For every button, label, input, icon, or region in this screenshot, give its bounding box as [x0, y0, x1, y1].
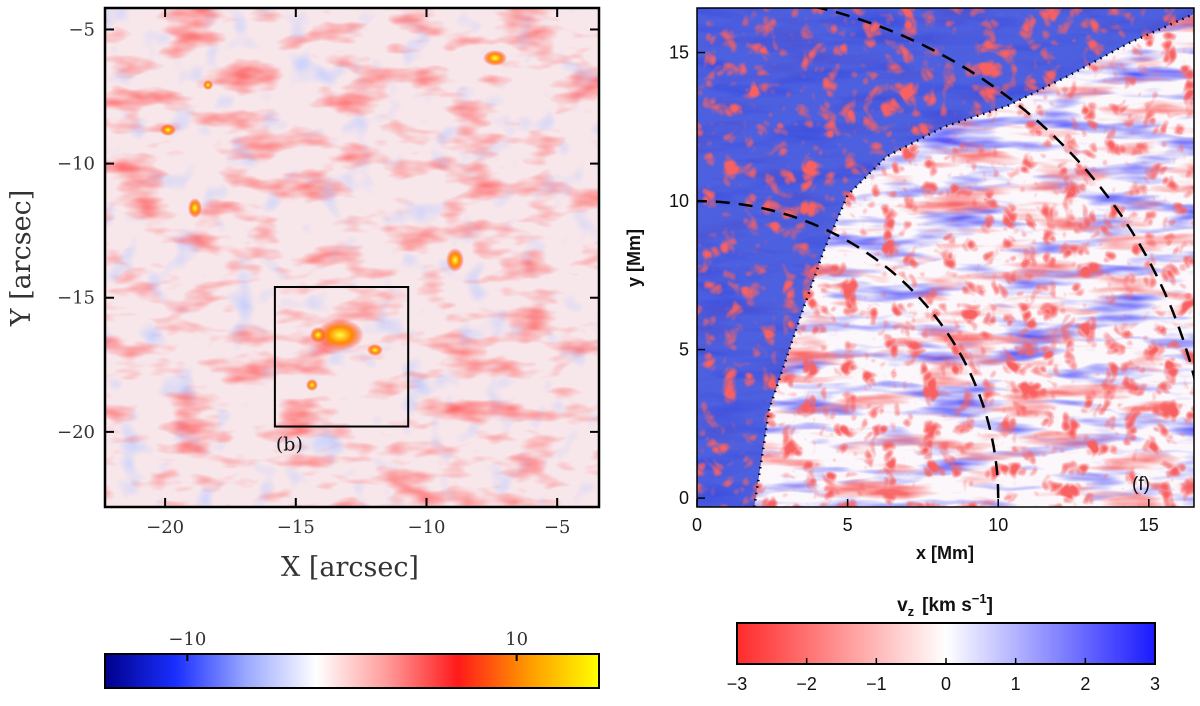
right-cbar-tick-label-0: −3 — [727, 674, 748, 694]
right-colorbar-bar — [736, 622, 1156, 665]
left-y-tick-label-3: −20 — [57, 422, 95, 443]
left-colorbar: −10 10 — [104, 629, 600, 689]
right-cbar-tick-label-1: −2 — [796, 674, 817, 694]
right-y-tick-label-2: 10 — [669, 191, 689, 211]
left-x-ticks: −20 −15 −10 −5 — [146, 8, 570, 538]
right-cbar-tick-label-2: −1 — [866, 674, 887, 694]
left-colorbar-ticks: −10 10 — [168, 629, 528, 661]
right-y-tick-label-1: 5 — [679, 340, 689, 360]
left-plot-frame — [103, 6, 601, 509]
right-cbar-tick-label-5: 2 — [1080, 674, 1090, 694]
granulation-lanes — [697, 8, 1194, 507]
right-cbar-tick-label-4: 1 — [1011, 674, 1021, 694]
right-y-ticks: 0 5 10 15 — [669, 43, 705, 508]
left-y-ticks: −5 −10 −15 −20 — [57, 19, 599, 443]
colorbar-title-units: [km s — [922, 595, 972, 616]
right-colorbar-title: vz [km s−1] — [897, 591, 993, 619]
right-x-tick-label-0: 0 — [692, 515, 702, 535]
colorbar-title-sub: z — [908, 604, 915, 619]
left-x-tick-label-1: −15 — [277, 517, 315, 538]
highlight-box — [273, 286, 410, 428]
dashed-arc-inner — [697, 199, 1000, 499]
right-x-ticks: 0 5 10 15 — [692, 499, 1159, 535]
left-y-tick-label-2: −15 — [57, 288, 95, 309]
right-x-tick-label-2: 10 — [988, 515, 1008, 535]
right-y-tick-label-3: 15 — [669, 43, 689, 63]
right-x-tick-label-3: 15 — [1139, 515, 1159, 535]
dashed-arc-outer — [814, 8, 1194, 383]
right-panel: (f) 0 5 10 15 0 5 10 15 x [Mm] y [Mm] — [624, 7, 1195, 563]
right-image — [697, 8, 1194, 507]
left-panel: (b) −20 −15 −10 −5 −5 −10 −15 −20 X [arcsec] Y… — [6, 6, 601, 583]
right-cbar-tick-label-6: 3 — [1150, 674, 1160, 694]
left-colorbar-bar — [104, 653, 600, 689]
colorbar-title-exp: −1 — [972, 591, 987, 606]
panel-label-f: (f) — [1132, 474, 1150, 495]
right-colorbar: vz [km s−1] −3 −2 −1 0 1 2 3 — [727, 591, 1160, 694]
right-x-axis-label: x [Mm] — [916, 543, 974, 563]
left-cbar-tick-label-1: 10 — [505, 629, 528, 650]
left-image — [105, 8, 599, 507]
right-cbar-tick-label-3: 0 — [941, 674, 951, 694]
left-x-tick-label-2: −10 — [407, 517, 445, 538]
panel-label-b: (b) — [276, 434, 303, 456]
right-plot-frame — [696, 7, 1195, 508]
left-x-tick-label-0: −20 — [146, 517, 184, 538]
right-y-axis-label: y [Mm] — [624, 229, 644, 287]
left-y-tick-label-0: −5 — [68, 19, 95, 40]
left-y-tick-label-1: −10 — [57, 154, 95, 175]
left-cbar-tick-label-0: −10 — [168, 629, 206, 650]
colorbar-title-close: ] — [987, 595, 993, 616]
left-x-axis-label: X [arcsec] — [281, 552, 419, 583]
left-x-tick-label-3: −5 — [544, 517, 571, 538]
right-colorbar-ticks: −3 −2 −1 0 1 2 3 — [727, 658, 1160, 694]
right-y-tick-label-0: 0 — [679, 488, 689, 508]
left-y-axis-label: Y [arcsec] — [6, 190, 37, 328]
colorbar-title-symbol: v — [897, 595, 908, 616]
right-x-tick-label-1: 5 — [843, 515, 853, 535]
